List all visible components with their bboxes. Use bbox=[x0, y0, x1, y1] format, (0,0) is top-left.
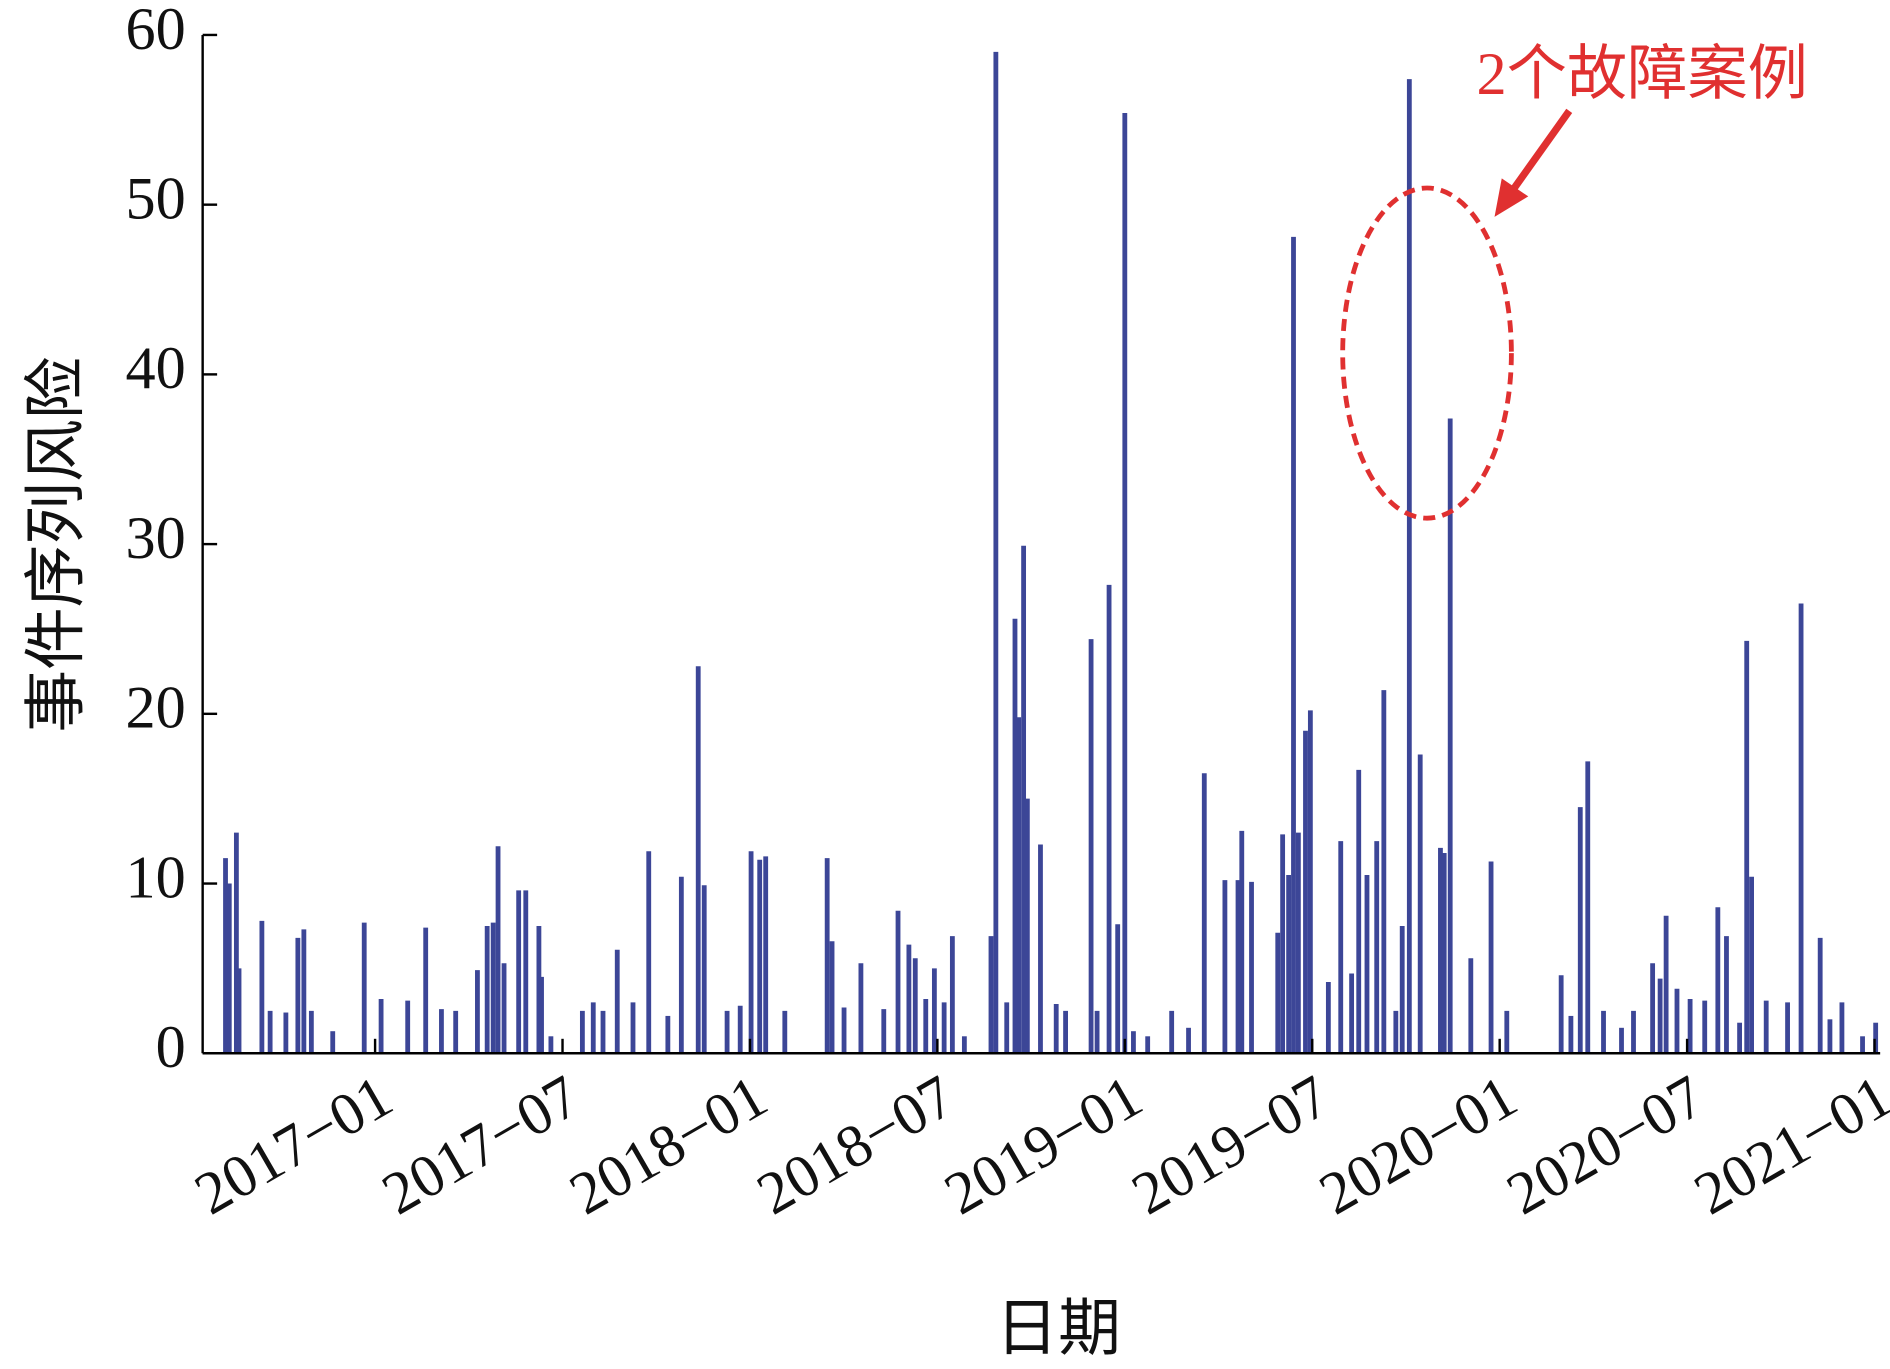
x-tick-label: 2020−01 bbox=[1309, 1063, 1528, 1228]
annotation-arrowhead bbox=[1494, 178, 1529, 217]
x-tick-label: 2019−01 bbox=[934, 1063, 1153, 1228]
y-tick-label: 0 bbox=[156, 1014, 186, 1081]
y-tick-label: 20 bbox=[126, 675, 186, 742]
y-tick-label: 60 bbox=[126, 0, 186, 63]
x-tick-label: 2018−01 bbox=[559, 1063, 778, 1228]
highlight-ellipse bbox=[1340, 185, 1514, 521]
y-tick-label: 10 bbox=[126, 844, 186, 911]
y-tick-label: 50 bbox=[126, 165, 186, 232]
x-tick-label: 2020−07 bbox=[1496, 1063, 1715, 1228]
annotation: 2个故障案例 bbox=[1476, 41, 1807, 108]
y-axis-title: 事件序列风险 bbox=[21, 357, 91, 733]
x-tick-label: 2019−07 bbox=[1121, 1063, 1340, 1228]
x-tick-label: 2017−01 bbox=[184, 1063, 403, 1228]
y-tick-label: 30 bbox=[126, 505, 186, 572]
x-tick-label: 2017−07 bbox=[371, 1063, 590, 1228]
y-tick-label: 40 bbox=[126, 335, 186, 402]
x-tick-label: 2018−07 bbox=[746, 1063, 965, 1228]
plot-area bbox=[223, 51, 1879, 1054]
x-tick-label: 2021−01 bbox=[1683, 1063, 1890, 1228]
x-axis-title: 日期 bbox=[996, 1294, 1121, 1364]
annotation-arrow bbox=[1509, 108, 1573, 193]
